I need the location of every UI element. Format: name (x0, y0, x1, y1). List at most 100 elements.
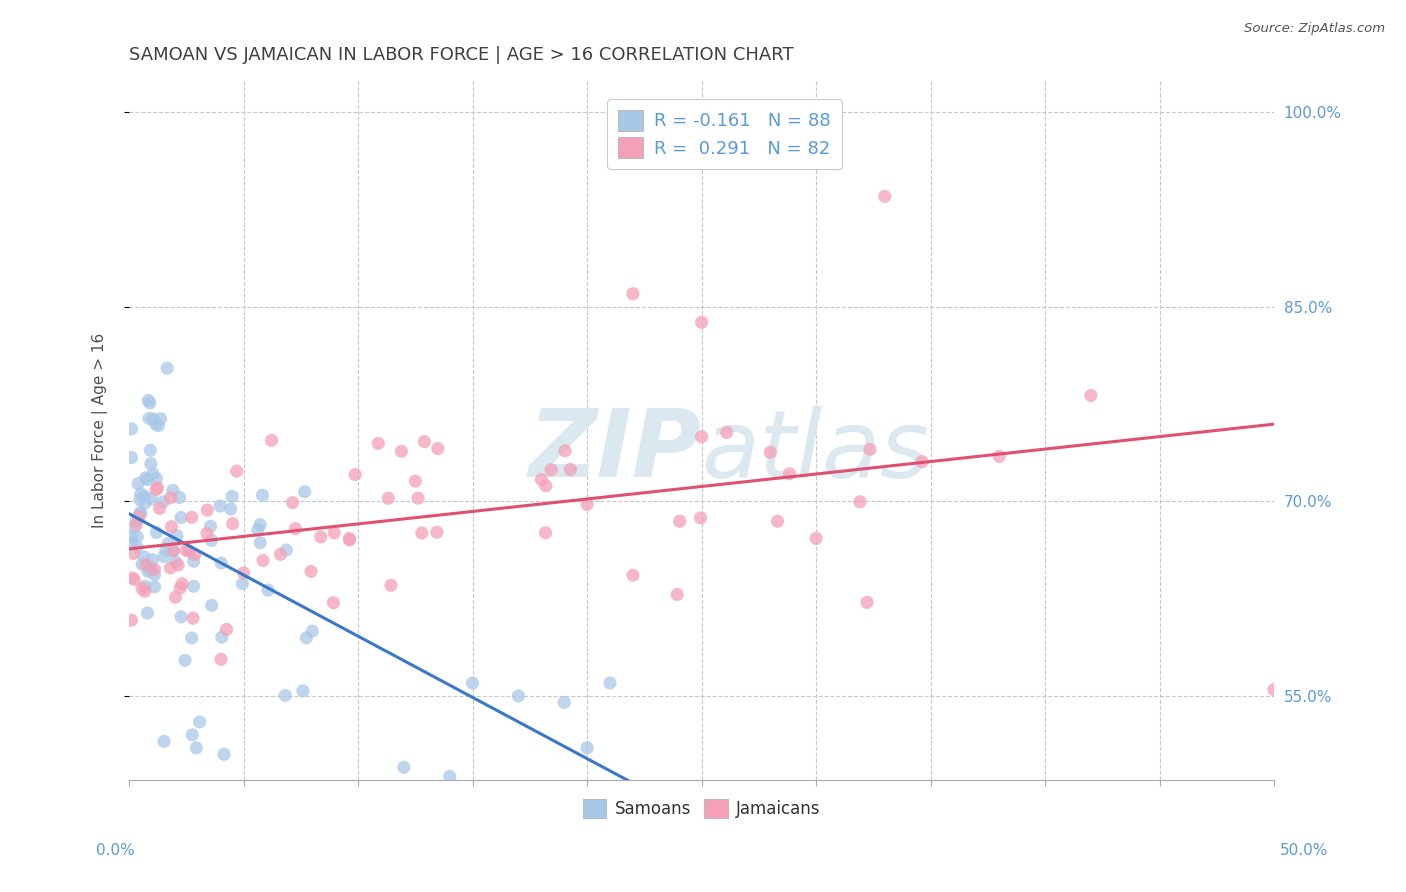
Point (145, 417, 167, 432)
Point (426, 442, 449, 456)
Point (177, 544, 200, 558)
Point (291, 684, 314, 698)
Point (143, 580, 166, 594)
Point (141, 553, 163, 567)
Point (188, 714, 211, 729)
Point (252, 488, 274, 502)
Point (166, 528, 188, 542)
Point (139, 457, 162, 471)
Point (339, 532, 361, 546)
Point (377, 491, 399, 506)
Point (165, 590, 187, 604)
Point (766, 514, 789, 528)
Point (180, 631, 202, 645)
Point (162, 483, 184, 498)
Point (666, 587, 689, 601)
Text: 0.0%: 0.0% (96, 843, 135, 858)
Point (323, 525, 346, 540)
Point (221, 516, 243, 531)
Point (122, 573, 145, 587)
Point (170, 609, 193, 624)
Point (411, 526, 433, 541)
Y-axis label: In Labor Force | Age > 16: In Labor Force | Age > 16 (93, 333, 108, 527)
Point (859, 442, 882, 457)
Point (301, 624, 323, 639)
Point (134, 490, 156, 504)
Point (129, 505, 152, 519)
Point (139, 396, 162, 410)
Point (143, 562, 166, 576)
Point (139, 560, 162, 574)
Point (120, 613, 142, 627)
Point (689, 511, 711, 525)
Point (461, 676, 484, 690)
Point (406, 491, 429, 505)
Point (125, 514, 148, 528)
Point (1080, 388, 1102, 402)
Point (170, 510, 193, 524)
Point (134, 549, 156, 564)
Point (508, 689, 530, 703)
Point (141, 492, 163, 507)
Point (129, 492, 152, 507)
Point (232, 566, 254, 580)
Point (134, 579, 156, 593)
Point (157, 536, 180, 550)
Point (540, 463, 562, 477)
Point (145, 525, 167, 540)
Point (690, 315, 713, 329)
Point (246, 523, 269, 537)
Point (231, 576, 253, 591)
Point (716, 425, 738, 440)
Point (167, 558, 190, 572)
Point (284, 522, 307, 536)
Point (249, 535, 271, 549)
Point (621, 286, 644, 301)
Point (169, 581, 191, 595)
Point (129, 487, 152, 501)
Point (281, 496, 304, 510)
Point (159, 491, 181, 505)
Point (138, 411, 160, 425)
Point (131, 582, 153, 596)
Point (534, 525, 557, 540)
Point (759, 445, 782, 459)
Point (186, 740, 208, 755)
Point (209, 556, 232, 570)
Point (225, 464, 247, 478)
Point (142, 412, 165, 426)
Point (211, 630, 233, 644)
Point (149, 412, 172, 426)
Point (183, 554, 205, 568)
Point (576, 497, 599, 511)
Point (136, 606, 159, 620)
Point (121, 571, 143, 585)
Point (149, 501, 172, 516)
Point (162, 543, 184, 558)
Point (322, 596, 344, 610)
Point (136, 393, 159, 408)
Point (215, 623, 238, 637)
Point (276, 543, 298, 558)
Text: SAMOAN VS JAMAICAN IN LABOR FORCE | AGE > 16 CORRELATION CHART: SAMOAN VS JAMAICAN IN LABOR FORCE | AGE … (129, 46, 794, 64)
Point (152, 495, 174, 509)
Point (426, 525, 449, 540)
Point (576, 740, 599, 755)
Text: ZIP: ZIP (529, 405, 702, 497)
Point (180, 510, 202, 524)
Point (121, 530, 143, 544)
Point (439, 769, 461, 783)
Point (195, 503, 218, 517)
Point (181, 611, 204, 625)
Point (344, 467, 367, 482)
Point (135, 558, 157, 572)
Point (553, 696, 575, 710)
Point (392, 760, 415, 774)
Point (131, 558, 153, 572)
Point (136, 473, 159, 487)
Point (299, 565, 322, 579)
Point (136, 565, 159, 579)
Point (183, 579, 205, 593)
Point (145, 472, 167, 486)
Point (201, 599, 224, 613)
